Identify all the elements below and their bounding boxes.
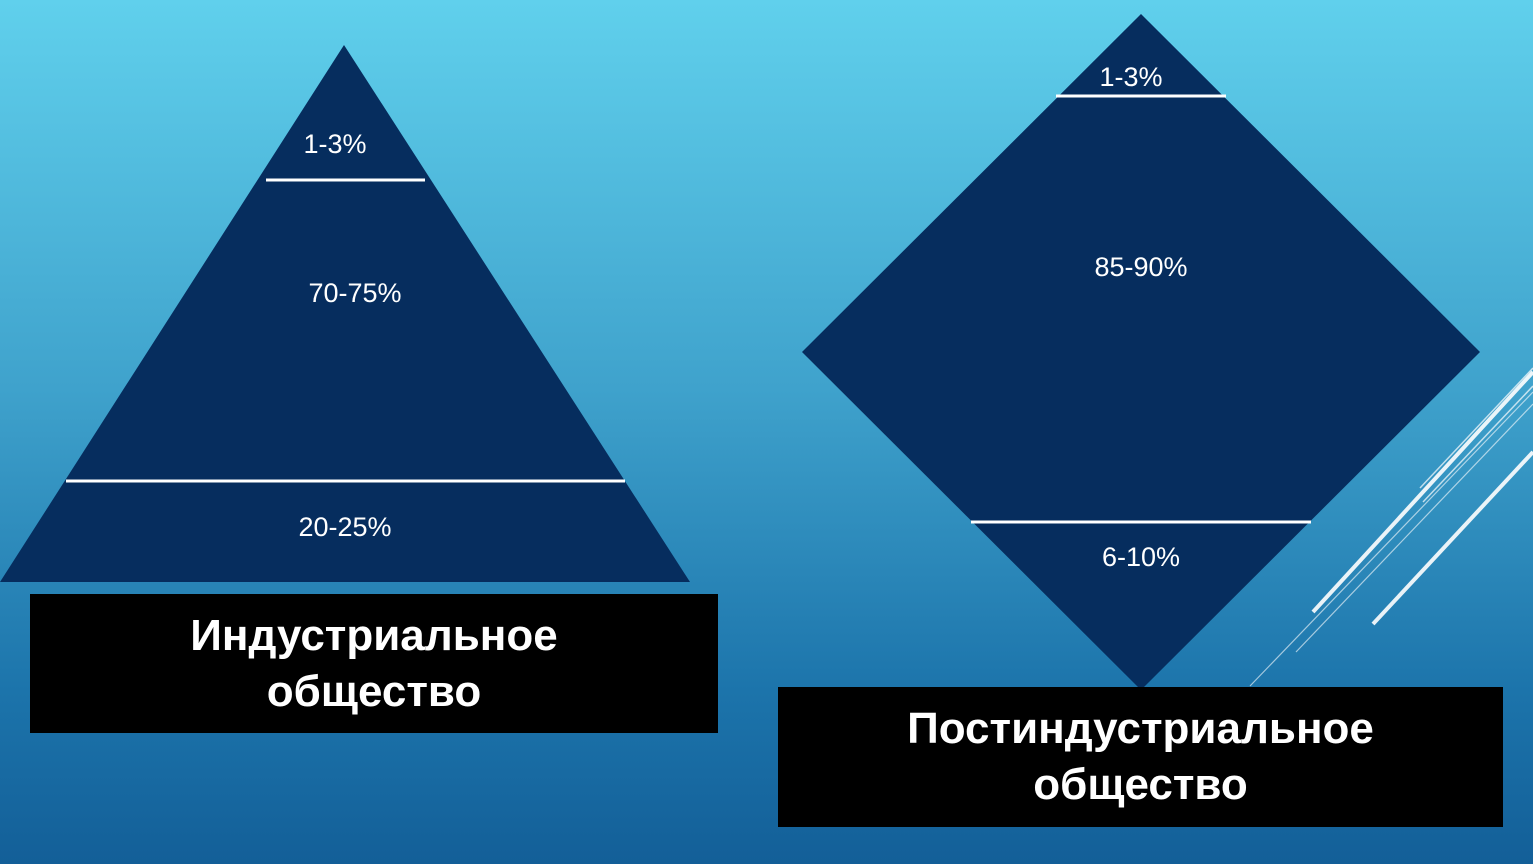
postindustrial-diamond — [802, 14, 1480, 690]
postindustrial-caption-line2: общество — [1033, 760, 1248, 809]
decorative-lines — [1249, 367, 1533, 687]
industrial-middle-level-label: 70-75% — [308, 278, 402, 308]
industrial-caption: Индустриальное общество — [30, 594, 718, 733]
postindustrial-caption-line1: Постиндустриальное — [907, 704, 1374, 753]
postindustrial-middle-level-label: 85-90% — [1094, 252, 1188, 282]
industrial-bottom-level-label: 20-25% — [298, 512, 392, 542]
industrial-top-level-label: 1-3% — [303, 129, 367, 159]
industrial-caption-line2: общество — [266, 666, 482, 716]
industrial-caption-line1: Индустриальное — [190, 610, 558, 660]
postindustrial-top-level-label: 1-3% — [1099, 62, 1163, 92]
postindustrial-caption: Постиндустриальное общество — [778, 687, 1503, 827]
industrial-pyramid — [0, 45, 690, 582]
postindustrial-bottom-level-label: 6-10% — [1101, 542, 1181, 572]
